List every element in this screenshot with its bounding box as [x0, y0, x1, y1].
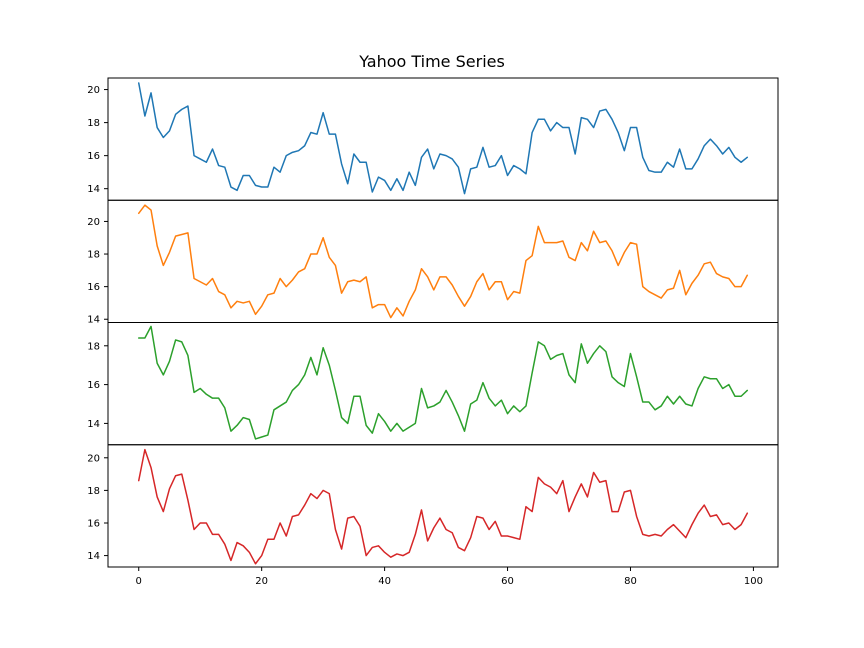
subplot-stack: 14 16 18 20 14 16 18 20 14 16 18 14 16 18 20 0 20 40 60 80 1…	[87, 77, 779, 587]
axes-frame-2	[107, 199, 779, 323]
x-tick-label-40: 40	[378, 576, 391, 587]
x-tick-label-100: 100	[744, 576, 763, 587]
x-tick-label-60: 60	[501, 576, 514, 587]
chart-title: Yahoo Time Series	[358, 52, 505, 71]
y-tick-label-3-18: 18	[87, 341, 100, 352]
y-tick-label-1-18: 18	[87, 118, 100, 129]
series-line-4	[137, 448, 749, 565]
axes-frame-1	[107, 77, 779, 201]
x-tick-label-80: 80	[624, 576, 637, 587]
y-tick-label-3-16: 16	[87, 380, 100, 391]
subplot-3: 14 16 18	[87, 322, 779, 446]
y-tick-label-3-14: 14	[87, 419, 100, 430]
y-tick-label-2-20: 20	[87, 217, 100, 228]
axes-frame-3	[107, 322, 779, 446]
subplot-2: 14 16 18 20	[87, 199, 779, 326]
y-tick-label-4-14: 14	[87, 551, 100, 562]
y-tick-label-1-20: 20	[87, 85, 100, 96]
x-tick-label-0: 0	[136, 576, 142, 587]
y-tick-label-1-16: 16	[87, 151, 100, 162]
y-tick-label-4-18: 18	[87, 486, 100, 497]
y-tick-label-2-16: 16	[87, 282, 100, 293]
y-tick-label-2-18: 18	[87, 250, 100, 261]
series-line-3	[137, 325, 749, 440]
axes-frame-4	[107, 444, 779, 568]
x-tick-label-20: 20	[255, 576, 268, 587]
series-line-1	[137, 82, 749, 195]
y-tick-label-4-20: 20	[87, 453, 100, 464]
series-line-2	[137, 204, 749, 319]
subplot-4: 14 16 18 20	[87, 444, 779, 568]
y-tick-label-1-14: 14	[87, 184, 100, 195]
subplot-1: 14 16 18 20	[87, 77, 779, 201]
y-tick-label-2-14: 14	[87, 315, 100, 326]
y-tick-label-4-16: 16	[87, 518, 100, 529]
